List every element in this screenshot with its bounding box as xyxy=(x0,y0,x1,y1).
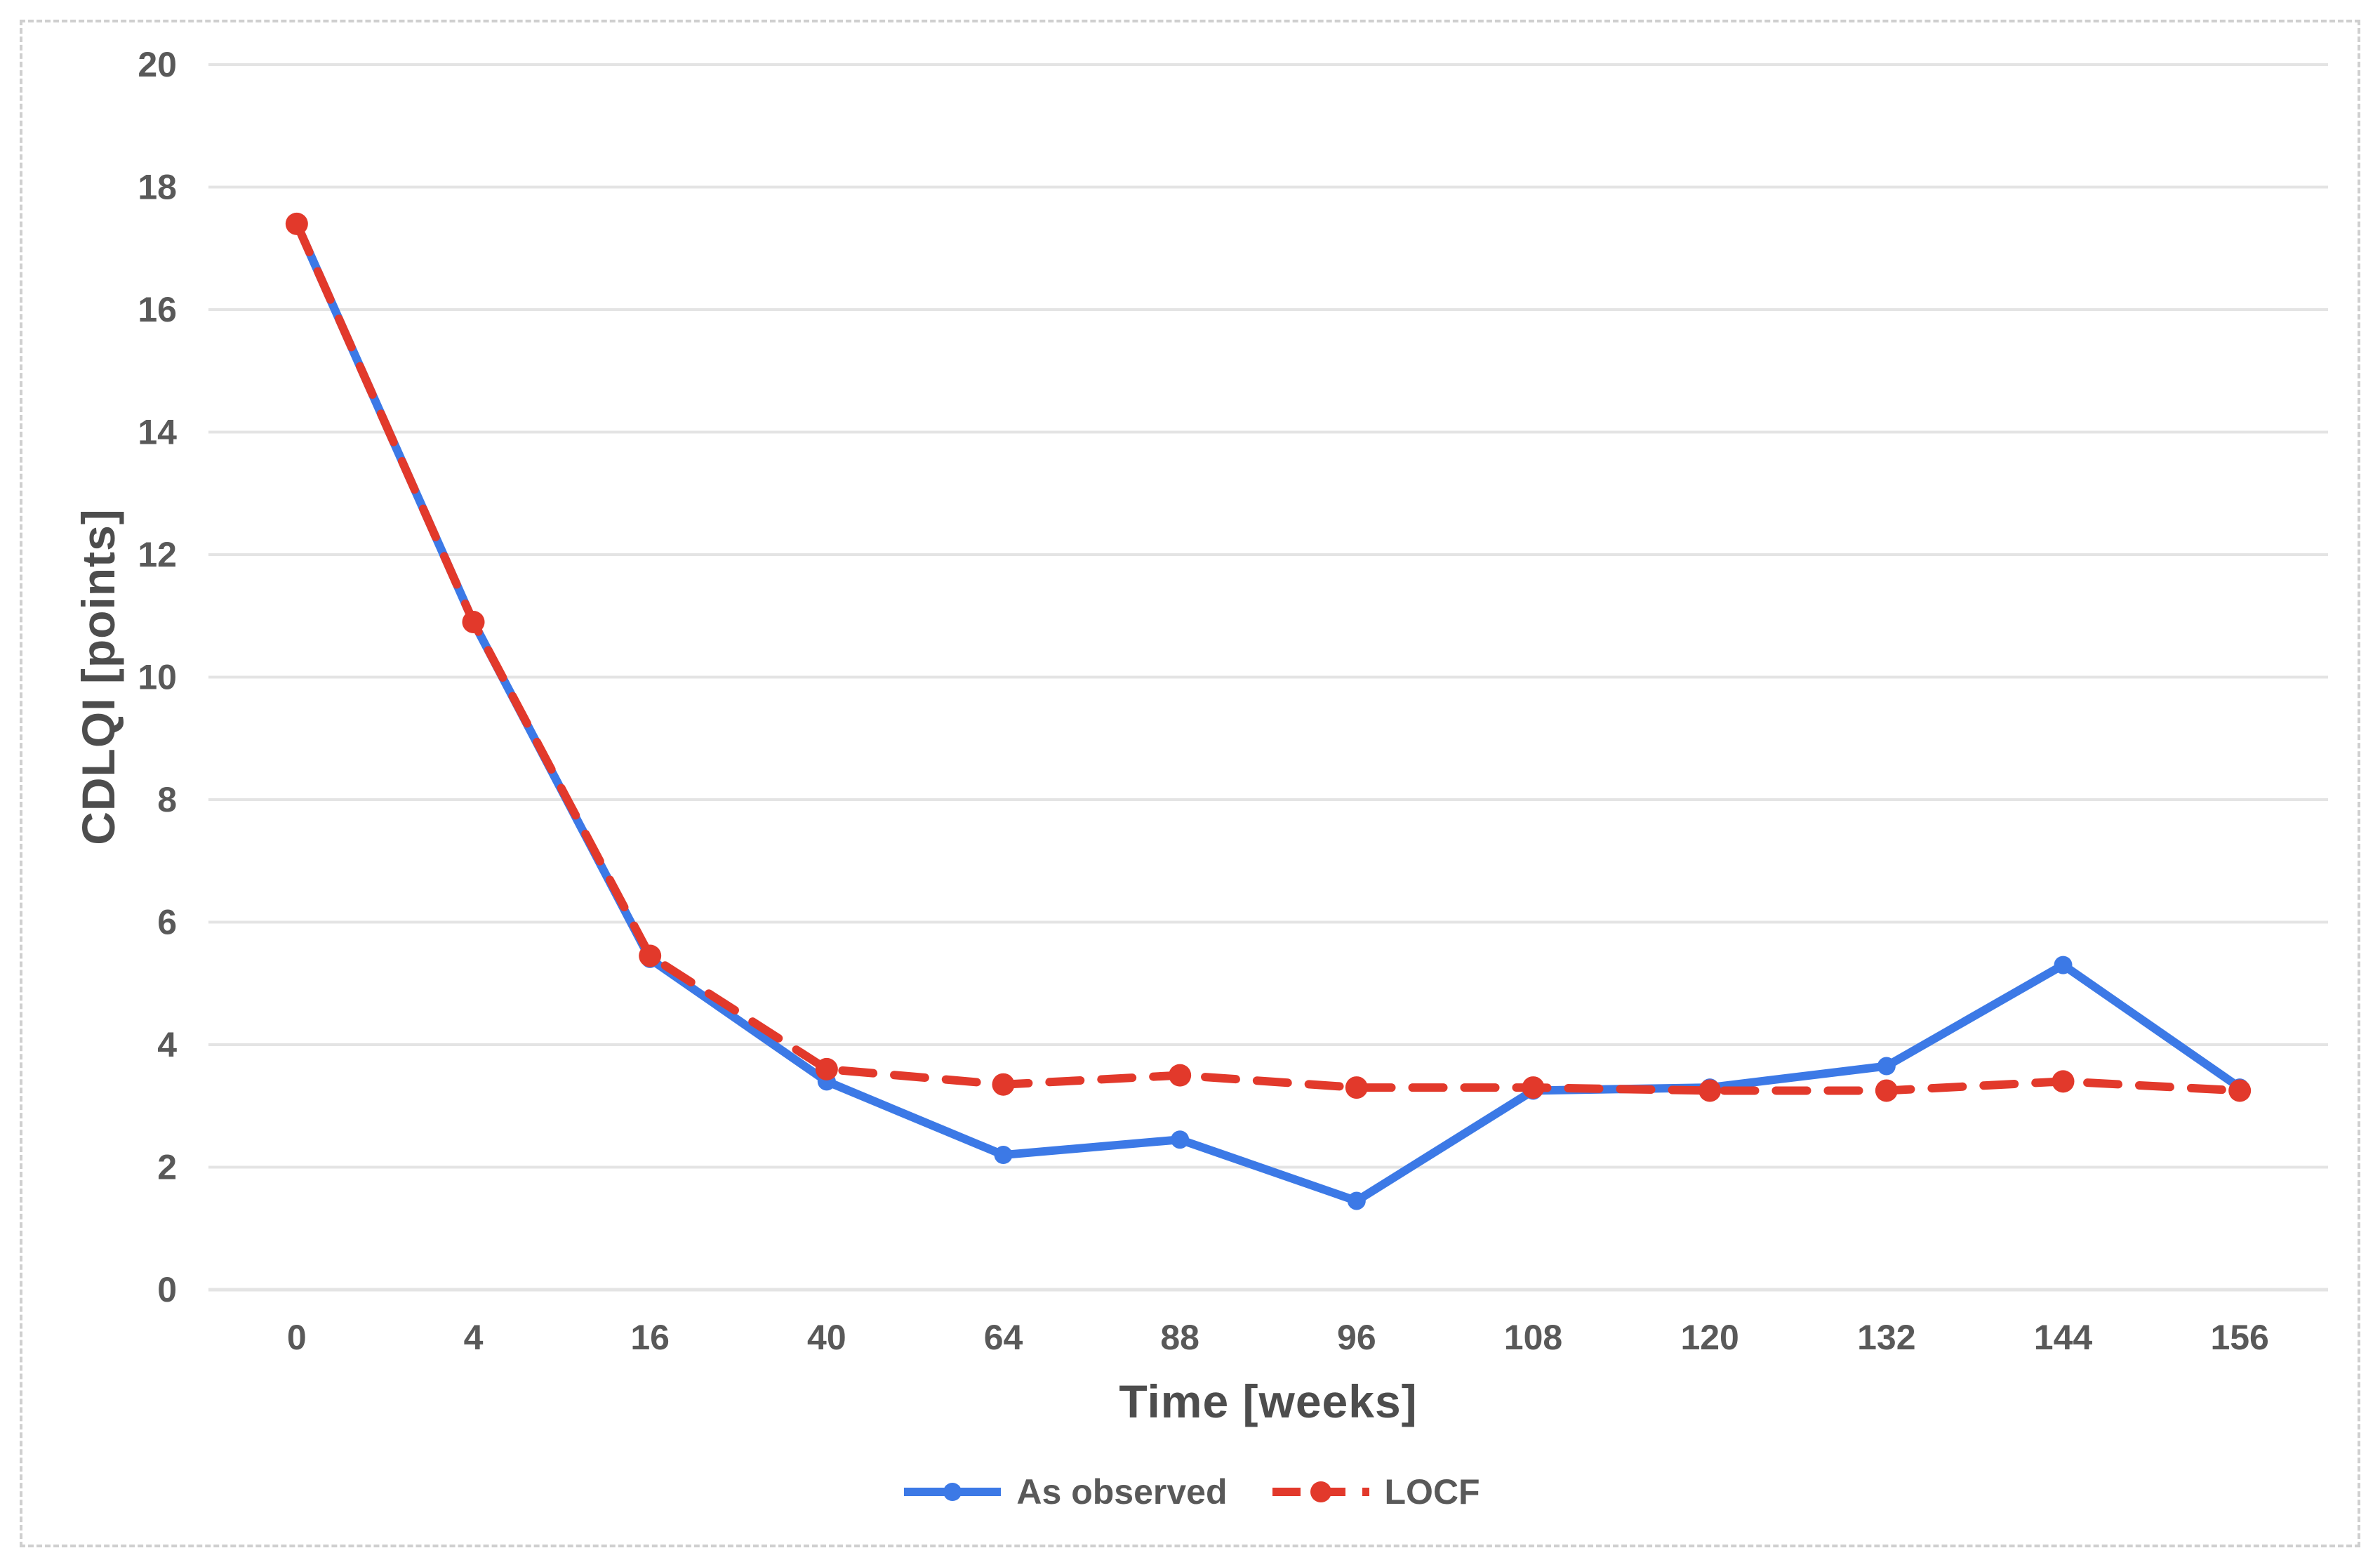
series-line-locf xyxy=(292,219,2245,1095)
series-line-as-observed xyxy=(292,219,2245,1205)
legend-label-locf: LOCF xyxy=(1384,1472,1480,1512)
data-point-locf-120 xyxy=(1698,1079,1722,1102)
legend-item-locf: LOCF xyxy=(1268,1472,1480,1512)
legend-swatch-as-observed xyxy=(904,1483,1002,1501)
y-axis-tick-labels: 0 2 4 6 8 10 12 14 16 18 20 xyxy=(138,45,177,1309)
x-axis-tick-label: 108 xyxy=(1504,1318,1562,1357)
y-axis-tick-label: 8 xyxy=(157,780,177,819)
gridlines xyxy=(208,63,2328,1292)
y-axis-tick-label: 12 xyxy=(138,535,177,574)
data-point-locf-4 xyxy=(462,610,485,633)
x-axis-tick-label: 96 xyxy=(1337,1318,1376,1357)
legend: As observed LOCF xyxy=(0,1472,2380,1512)
data-point-as-observed-144 xyxy=(2054,956,2073,974)
data-point-as-observed-132 xyxy=(1877,1057,1896,1076)
x-axis-tick-label: 120 xyxy=(1680,1318,1739,1357)
x-axis-tick-label: 88 xyxy=(1160,1318,1199,1357)
data-point-as-observed-64 xyxy=(994,1146,1013,1165)
data-point-locf-108 xyxy=(1522,1076,1545,1099)
legend-swatch-locf xyxy=(1272,1481,1369,1502)
data-point-locf-16 xyxy=(639,944,662,967)
y-axis-tick-label: 10 xyxy=(138,658,177,697)
data-point-locf-40 xyxy=(815,1057,838,1080)
x-axis-tick-label: 16 xyxy=(630,1318,670,1357)
y-axis-tick-label: 4 xyxy=(157,1025,177,1064)
data-point-locf-132 xyxy=(1875,1079,1898,1102)
legend-marker-as-observed xyxy=(943,1483,962,1501)
data-point-locf-0 xyxy=(285,212,308,235)
x-axis-tick-label: 4 xyxy=(464,1318,484,1357)
y-axis-tick-label: 20 xyxy=(138,45,177,84)
x-axis-tick-label: 0 xyxy=(287,1318,307,1357)
y-axis-tick-label: 18 xyxy=(138,168,177,207)
series-lines xyxy=(285,212,2252,1210)
legend-label-as-observed: As observed xyxy=(1016,1472,1228,1512)
y-axis-tick-label: 6 xyxy=(157,903,177,942)
data-point-as-observed-96 xyxy=(1347,1191,1366,1210)
x-axis-tick-label: 132 xyxy=(1857,1318,1915,1357)
x-axis-tick-label: 40 xyxy=(807,1318,846,1357)
y-axis-tick-label: 0 xyxy=(157,1270,177,1309)
x-axis-tick-labels: 0 4 16 40 64 88 96 108 120 132 144 156 xyxy=(287,1318,2269,1357)
x-axis-tick-label: 144 xyxy=(2034,1318,2093,1357)
y-axis-tick-label: 16 xyxy=(138,290,177,329)
data-point-locf-88 xyxy=(1169,1064,1192,1087)
data-point-locf-64 xyxy=(992,1073,1015,1096)
y-axis-tick-label: 14 xyxy=(138,413,177,452)
data-point-locf-156 xyxy=(2228,1079,2252,1102)
data-point-locf-96 xyxy=(1345,1076,1368,1099)
legend-item-as-observed: As observed xyxy=(900,1472,1228,1512)
x-axis-tick-label: 156 xyxy=(2210,1318,2268,1357)
data-point-locf-144 xyxy=(2052,1070,2075,1093)
x-axis-tick-label: 64 xyxy=(984,1318,1023,1357)
data-point-as-observed-88 xyxy=(1171,1130,1190,1149)
legend-marker-locf xyxy=(1310,1481,1331,1502)
x-axis-title: Time [weeks] xyxy=(1119,1375,1418,1427)
y-axis-tick-label: 2 xyxy=(157,1148,177,1187)
y-axis-title: CDLQI [points] xyxy=(72,508,124,845)
